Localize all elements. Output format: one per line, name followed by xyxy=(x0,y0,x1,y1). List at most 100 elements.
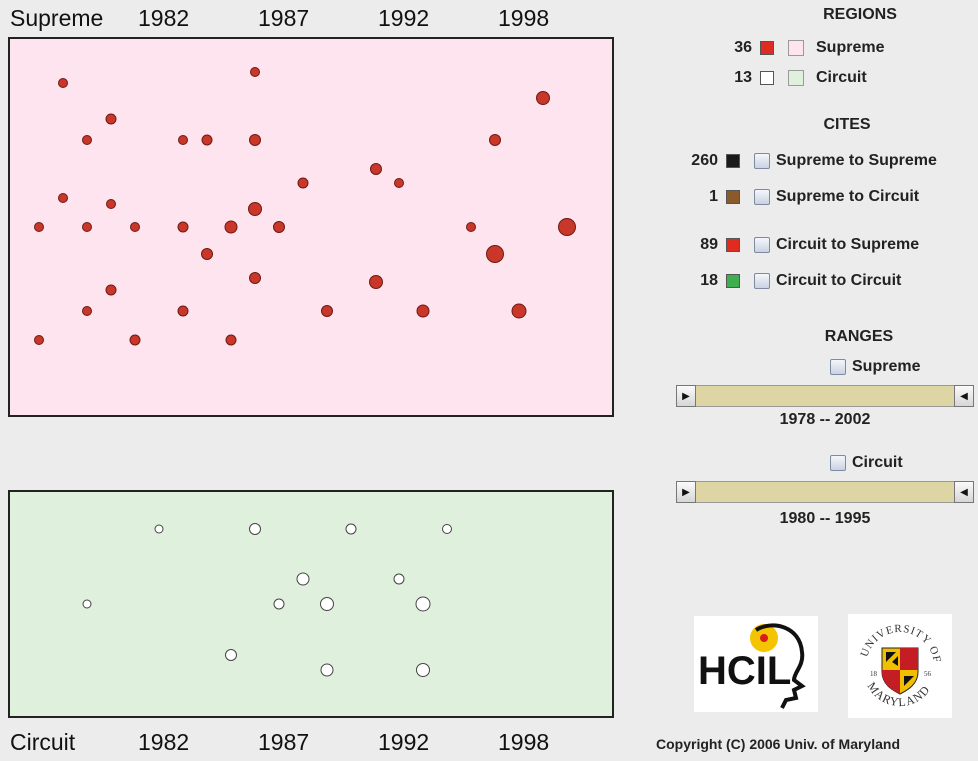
supreme-case-dot[interactable] xyxy=(58,193,68,203)
supreme-case-dot[interactable] xyxy=(224,220,238,234)
circuit-case-dot[interactable] xyxy=(320,663,334,677)
svg-text:18: 18 xyxy=(870,670,878,678)
supreme-range-text: 1978 -- 2002 xyxy=(779,411,871,428)
supreme-case-dot[interactable] xyxy=(58,78,68,88)
cite-label: Circuit to Supreme xyxy=(776,236,920,253)
circuit-case-dot[interactable] xyxy=(393,573,405,585)
cite-count: 89 xyxy=(700,236,718,253)
range-supreme-checkbox[interactable] xyxy=(830,359,846,375)
supreme-case-dot[interactable] xyxy=(273,221,285,233)
supreme-case-dot[interactable] xyxy=(105,284,117,296)
hcil-logo-text: HCIL xyxy=(698,649,791,693)
circuit-court-plot[interactable] xyxy=(8,490,614,718)
cite-checkbox[interactable] xyxy=(754,153,770,169)
range-circuit-checkbox[interactable] xyxy=(830,455,846,471)
umd-seal-logo: UNIVERSITY OF MARYLAND 18 56 xyxy=(848,614,952,718)
circuit-case-dot[interactable] xyxy=(415,596,431,612)
circuit-case-dot[interactable] xyxy=(82,599,92,609)
cite-count: 18 xyxy=(700,272,718,289)
supreme-case-dot[interactable] xyxy=(297,177,309,189)
regions-heading: REGIONS xyxy=(823,6,897,23)
supreme-case-dot[interactable] xyxy=(82,135,92,145)
supreme-case-dot[interactable] xyxy=(82,222,92,232)
circuit-range-slider[interactable]: ▶ ◀ xyxy=(676,481,974,503)
arrow-left-icon: ◀ xyxy=(960,390,968,402)
supreme-case-dot[interactable] xyxy=(321,305,333,317)
supreme-case-dot[interactable] xyxy=(416,304,430,318)
supreme-case-dot[interactable] xyxy=(105,113,117,125)
circuit-case-dot[interactable] xyxy=(296,572,310,586)
slider-left-handle[interactable]: ▶ xyxy=(676,481,696,503)
cites-heading: CITES xyxy=(823,116,871,133)
circuit-case-dot[interactable] xyxy=(345,523,357,535)
circuit-case-dot[interactable] xyxy=(273,598,285,610)
supreme-range-slider[interactable]: ▶ ◀ xyxy=(676,385,974,407)
supreme-case-dot[interactable] xyxy=(370,163,382,175)
supreme-case-dot[interactable] xyxy=(82,306,92,316)
cite-checkbox[interactable] xyxy=(754,189,770,205)
supreme-case-dot[interactable] xyxy=(106,199,116,209)
supreme-case-dot[interactable] xyxy=(536,91,550,105)
region-row-circuit: 13 Circuit xyxy=(712,66,867,90)
cite-row: 89 Circuit to Supreme xyxy=(680,233,919,257)
supreme-axis-title: Supreme xyxy=(10,5,104,31)
region-row-supreme: 36 Supreme xyxy=(712,36,884,60)
circuit-axis-title: Circuit xyxy=(10,729,76,755)
hcil-logo: HCIL xyxy=(694,616,818,712)
cite-label: Circuit to Circuit xyxy=(776,272,902,289)
supreme-case-dot[interactable] xyxy=(558,218,576,236)
supreme-case-dot[interactable] xyxy=(249,272,261,284)
region-marker-swatch xyxy=(760,41,774,55)
supreme-case-dot[interactable] xyxy=(248,202,262,216)
supreme-case-dot[interactable] xyxy=(250,67,260,77)
supreme-case-dot[interactable] xyxy=(249,134,261,146)
circuit-case-dot[interactable] xyxy=(416,663,430,677)
circuit-range-text: 1980 -- 1995 xyxy=(779,510,871,527)
region-color-swatch[interactable] xyxy=(788,70,804,86)
arrow-right-icon: ▶ xyxy=(682,486,690,498)
supreme-case-dot[interactable] xyxy=(178,135,188,145)
slider-right-handle[interactable]: ◀ xyxy=(954,481,974,503)
supreme-case-dot[interactable] xyxy=(369,275,383,289)
slider-right-handle[interactable]: ◀ xyxy=(954,385,974,407)
supreme-case-dot[interactable] xyxy=(225,334,237,346)
cite-checkbox[interactable] xyxy=(754,273,770,289)
ranges-heading: RANGES xyxy=(824,328,894,345)
cite-color-swatch xyxy=(726,274,740,288)
supreme-case-dot[interactable] xyxy=(466,222,476,232)
cite-color-swatch xyxy=(726,238,740,252)
umd-seal-graphic: UNIVERSITY OF MARYLAND 18 56 xyxy=(858,623,941,709)
supreme-case-dot[interactable] xyxy=(177,221,189,233)
supreme-case-dot[interactable] xyxy=(34,335,44,345)
range-supreme-label: Supreme xyxy=(852,358,921,375)
circuit-case-dot[interactable] xyxy=(225,649,237,661)
supreme-case-dot[interactable] xyxy=(486,245,504,263)
supreme-case-dot[interactable] xyxy=(511,303,527,319)
supreme-case-dot[interactable] xyxy=(34,222,44,232)
cite-label: Supreme to Supreme xyxy=(776,152,937,169)
slider-track[interactable] xyxy=(696,385,954,407)
slider-left-handle[interactable]: ▶ xyxy=(676,385,696,407)
circuit-case-dot[interactable] xyxy=(154,524,164,534)
circuit-case-dot[interactable] xyxy=(249,523,261,535)
supreme-case-dot[interactable] xyxy=(489,134,501,146)
supreme-court-plot[interactable] xyxy=(8,37,614,417)
range-circuit-label: Circuit xyxy=(852,454,903,471)
region-label: Circuit xyxy=(816,69,867,86)
arrow-left-icon: ◀ xyxy=(960,486,968,498)
supreme-case-dot[interactable] xyxy=(130,222,140,232)
supreme-case-dot[interactable] xyxy=(394,178,404,188)
cite-checkbox[interactable] xyxy=(754,237,770,253)
supreme-case-dot[interactable] xyxy=(201,134,213,146)
cite-count: 260 xyxy=(691,152,718,169)
supreme-case-dot[interactable] xyxy=(201,248,213,260)
supreme-case-dot[interactable] xyxy=(129,334,141,346)
cite-color-swatch xyxy=(726,190,740,204)
circuit-year-label: 1992 xyxy=(378,729,430,755)
circuit-case-dot[interactable] xyxy=(320,597,334,611)
supreme-case-dot[interactable] xyxy=(177,305,189,317)
slider-track[interactable] xyxy=(696,481,954,503)
circuit-year-label: 1998 xyxy=(498,729,550,755)
region-color-swatch[interactable] xyxy=(788,40,804,56)
circuit-case-dot[interactable] xyxy=(442,524,452,534)
